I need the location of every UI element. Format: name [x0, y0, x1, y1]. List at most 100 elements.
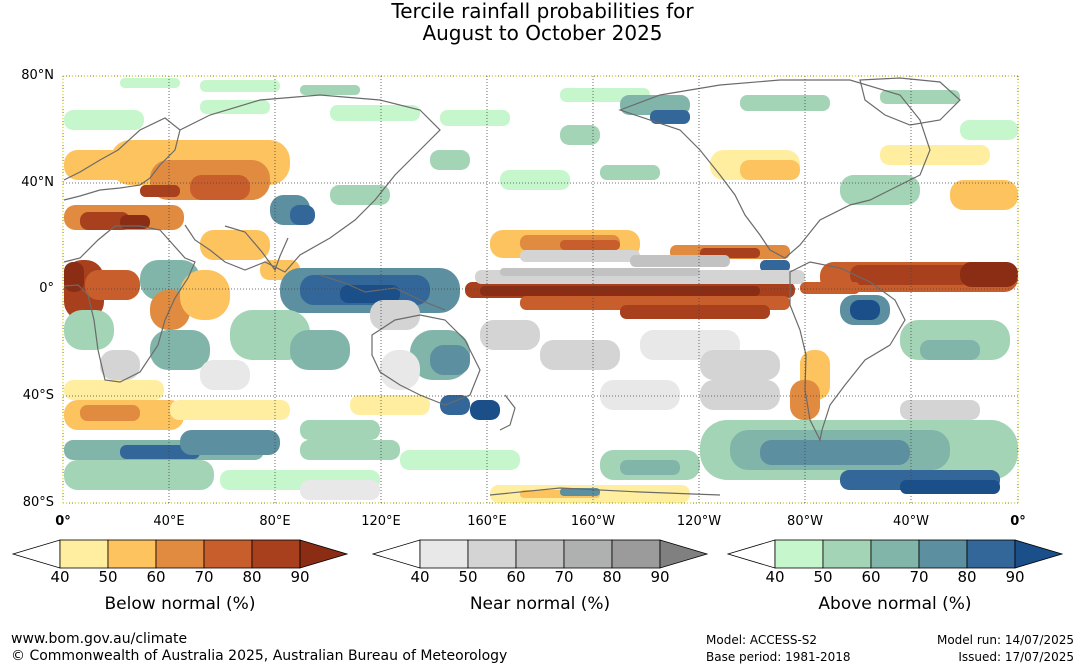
- colorbar-segment: [155, 539, 205, 569]
- probability-patch: [330, 105, 420, 121]
- probability-patch: [760, 440, 910, 465]
- probability-patch: [85, 270, 140, 300]
- colorbar-upper-extension: [659, 539, 708, 569]
- colorbar-title: Above normal (%): [818, 594, 972, 614]
- probability-patch: [600, 380, 680, 410]
- probability-patch: [64, 262, 84, 292]
- coastline-north-america: [618, 79, 931, 259]
- probability-patch: [64, 310, 114, 350]
- probability-patch: [430, 345, 470, 375]
- colorbar-segment: [870, 539, 920, 569]
- colorbar-below: [12, 539, 348, 569]
- latitude-label: 40°N: [21, 175, 54, 190]
- probability-patch: [480, 286, 760, 296]
- probability-patch: [440, 395, 470, 415]
- coastlines: [63, 77, 961, 496]
- colorbar-upper-extension: [299, 539, 348, 569]
- probability-patch: [64, 380, 164, 400]
- colorbar-tick-label: 90: [650, 568, 670, 586]
- colorbar-tick-label: 50: [813, 568, 833, 586]
- probability-patch: [960, 262, 1018, 287]
- colorbar-segment: [59, 539, 109, 569]
- probability-patch: [700, 380, 780, 410]
- longitude-label: 160°W: [570, 514, 616, 529]
- copyright-text: © Commonwealth of Australia 2025, Austra…: [11, 648, 508, 664]
- probability-patch: [600, 165, 660, 180]
- probability-patch: [200, 360, 250, 390]
- colorbar-upper-extension: [1014, 539, 1063, 569]
- probability-patch: [740, 160, 800, 180]
- longitude-label: 0°: [1010, 514, 1026, 529]
- probability-patch: [560, 240, 620, 250]
- colorbar-tick-label: 60: [146, 568, 166, 586]
- probability-patch: [850, 300, 880, 320]
- colorbar-lower-extension: [372, 539, 421, 569]
- longitude-label: 120°W: [676, 514, 722, 529]
- colorbar-segment: [918, 539, 968, 569]
- probability-patch: [150, 330, 210, 370]
- probability-patch: [230, 310, 310, 360]
- coastline-south-america: [789, 261, 906, 442]
- probability-patch: [180, 430, 280, 455]
- colorbar-tick-label: 70: [909, 568, 929, 586]
- probability-patch: [140, 185, 180, 197]
- colorbar-tick-label: 80: [957, 568, 977, 586]
- probability-patch: [700, 350, 780, 380]
- probability-patch: [290, 330, 350, 370]
- probability-patch: [900, 480, 1000, 494]
- coastline-australia: [371, 314, 481, 406]
- coastline-asia: [179, 94, 441, 273]
- longitude-label: 40°E: [153, 514, 185, 529]
- map-title-line-1: Tercile rainfall probabilities for: [391, 0, 694, 23]
- colorbar-tick-label: 90: [290, 568, 310, 586]
- colorbar-tick-label: 90: [1005, 568, 1025, 586]
- longitude-label: 40°W: [893, 514, 929, 529]
- longitude-label: 0°: [55, 514, 71, 529]
- colorbar-segment: [611, 539, 661, 569]
- coastline-india: [224, 225, 289, 272]
- colorbar-lower-extension: [727, 539, 776, 569]
- model-run-text: Model run: 14/07/2025: [936, 633, 1074, 647]
- coastline-maritime: [319, 274, 446, 311]
- probability-patch: [800, 282, 860, 294]
- colorbar-segment: [774, 539, 824, 569]
- model-text: Model: ACCESS-S2: [706, 633, 818, 647]
- colorbar-segment: [467, 539, 517, 569]
- longitude-label: 160°E: [467, 514, 507, 529]
- probability-patch: [760, 260, 790, 272]
- colorbar-segment: [966, 539, 1016, 569]
- probability-patch: [520, 250, 640, 262]
- probability-patch: [80, 405, 140, 421]
- probability-patch: [64, 110, 144, 130]
- probability-patch: [300, 440, 400, 460]
- probability-patch: [480, 320, 540, 350]
- probability-patch: [920, 340, 980, 360]
- latitude-label: 80°S: [22, 495, 54, 510]
- website-text: www.bom.gov.au/climate: [11, 631, 188, 647]
- colorbar-segment: [515, 539, 565, 569]
- colorbar-tick-label: 50: [458, 568, 478, 586]
- probability-patch: [120, 445, 200, 459]
- colorbar-tick-label: 60: [506, 568, 526, 586]
- probability-patch: [350, 395, 430, 415]
- colorbar-tick-label: 40: [50, 568, 70, 586]
- probability-patch: [850, 265, 970, 285]
- colorbar-tick-label: 50: [98, 568, 118, 586]
- probability-patch: [620, 460, 680, 475]
- map-frame: [62, 75, 1019, 504]
- longitude-label: 80°E: [259, 514, 291, 529]
- probability-patch: [400, 450, 520, 470]
- longitude-label: 80°W: [787, 514, 823, 529]
- probability-patch: [440, 110, 510, 126]
- probability-patch: [880, 90, 960, 104]
- probability-patch: [740, 95, 830, 111]
- probability-patch: [430, 150, 470, 170]
- probability-patch: [370, 300, 420, 330]
- colorbar-segment: [107, 539, 157, 569]
- probability-patch: [880, 145, 990, 165]
- probability-patch: [620, 305, 770, 319]
- probability-patch: [120, 78, 180, 88]
- colorbar-near: [372, 539, 708, 569]
- colorbar-segment: [563, 539, 613, 569]
